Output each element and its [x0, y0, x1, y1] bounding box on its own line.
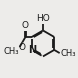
Text: CH₃: CH₃	[60, 49, 76, 58]
Text: O: O	[22, 21, 29, 30]
Text: N: N	[28, 45, 36, 55]
Text: O: O	[19, 43, 26, 52]
Text: CH₃: CH₃	[4, 48, 19, 56]
Text: HO: HO	[36, 14, 49, 23]
